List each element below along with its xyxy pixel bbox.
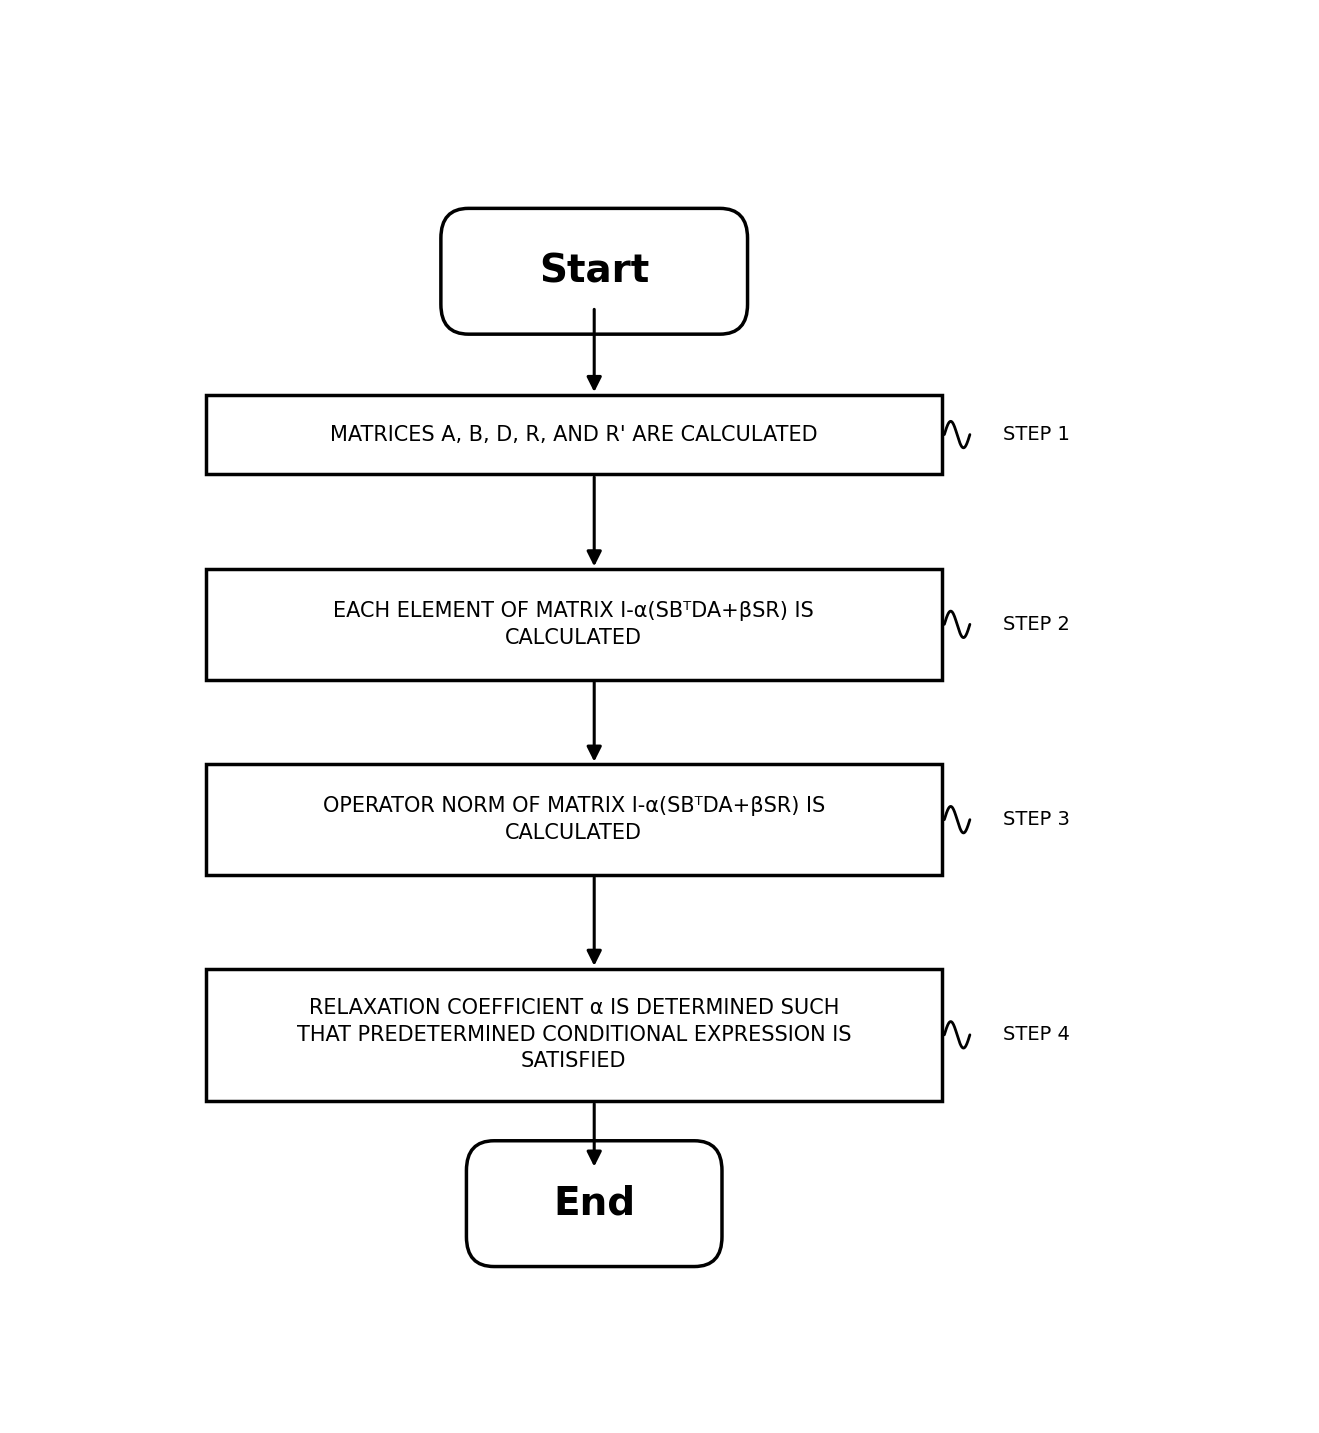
Bar	[206, 969, 942, 1101]
FancyBboxPatch shape	[467, 1141, 721, 1267]
FancyBboxPatch shape	[441, 208, 748, 334]
Bar	[206, 396, 942, 474]
Text: EACH ELEMENT OF MATRIX I-α(SBᵀDA+βSR) IS
CALCULATED: EACH ELEMENT OF MATRIX I-α(SBᵀDA+βSR) IS…	[334, 602, 814, 648]
Text: STEP 3: STEP 3	[1004, 810, 1070, 830]
Bar	[206, 569, 942, 679]
Text: OPERATOR NORM OF MATRIX I-α(SBᵀDA+βSR) IS
CALCULATED: OPERATOR NORM OF MATRIX I-α(SBᵀDA+βSR) I…	[323, 797, 824, 843]
Bar	[206, 764, 942, 874]
Text: STEP 4: STEP 4	[1004, 1026, 1070, 1045]
Text: STEP 2: STEP 2	[1004, 615, 1070, 633]
Text: Start: Start	[539, 252, 649, 291]
Text: MATRICES A, B, D, R, AND R' ARE CALCULATED: MATRICES A, B, D, R, AND R' ARE CALCULAT…	[330, 424, 818, 444]
Text: End: End	[553, 1185, 636, 1222]
Text: RELAXATION COEFFICIENT α IS DETERMINED SUCH
THAT PREDETERMINED CONDITIONAL EXPRE: RELAXATION COEFFICIENT α IS DETERMINED S…	[297, 999, 851, 1072]
Text: STEP 1: STEP 1	[1004, 426, 1070, 444]
